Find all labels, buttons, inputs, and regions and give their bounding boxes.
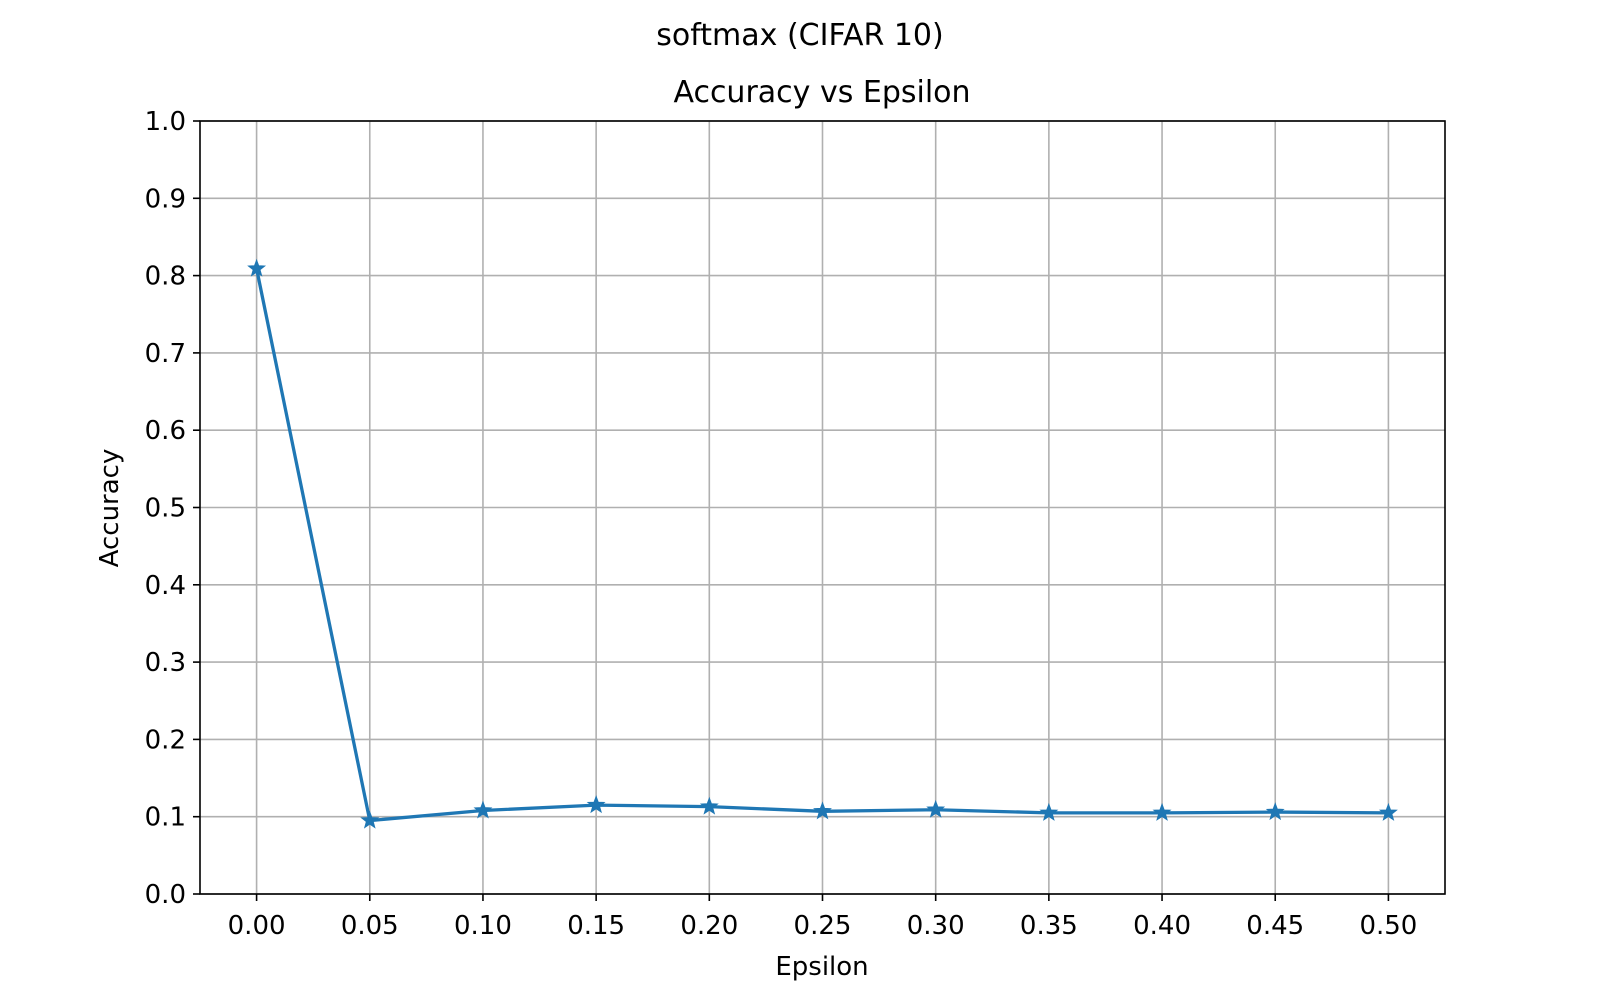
x-tick-label: 0.45 [1246,911,1304,941]
data-point [360,810,380,829]
chart-title: Accuracy vs Epsilon [673,75,970,110]
series-layer [247,258,1398,829]
axis-ticks: 0.00 0.05 0.10 0.15 0.20 0.25 0.30 0.35 0.40 0.45… [145,107,1418,941]
y-tick-label: 0.5 [145,494,186,524]
y-axis-label: Accuracy [95,449,125,568]
y-tick-label: 0.0 [145,880,186,910]
x-tick-label: 0.10 [454,911,512,941]
data-point [1039,802,1059,821]
data-point [1152,802,1172,821]
y-tick-label: 0.2 [145,725,186,755]
x-tick-label: 0.25 [794,911,852,941]
y-tick-label: 0.4 [145,571,186,601]
x-tick-label: 0.05 [341,911,399,941]
x-tick-label: 0.15 [567,911,625,941]
x-tick-label: 0.35 [1020,911,1078,941]
y-tick-label: 0.8 [145,262,186,292]
data-point [247,258,267,277]
data-point [1265,802,1285,821]
y-tick-label: 0.7 [145,339,186,369]
data-point [926,799,946,818]
y-tick-label: 0.3 [145,648,186,678]
x-tick-label: 0.00 [228,911,286,941]
data-point [699,796,719,815]
x-axis-label: Epsilon [775,952,868,982]
x-tick-label: 0.50 [1359,911,1417,941]
x-tick-label: 0.20 [680,911,738,941]
data-point [1378,802,1398,821]
grid [200,120,1445,895]
y-tick-label: 0.9 [145,184,186,214]
data-point [473,800,493,819]
x-tick-label: 0.30 [907,911,965,941]
chart-suptitle: softmax (CIFAR 10) [656,18,943,53]
x-tick-label: 0.40 [1133,911,1191,941]
y-tick-label: 0.6 [145,416,186,446]
data-point [813,801,832,820]
data-point [586,795,606,814]
y-tick-label: 1.0 [145,107,186,137]
y-tick-label: 0.1 [145,803,186,833]
